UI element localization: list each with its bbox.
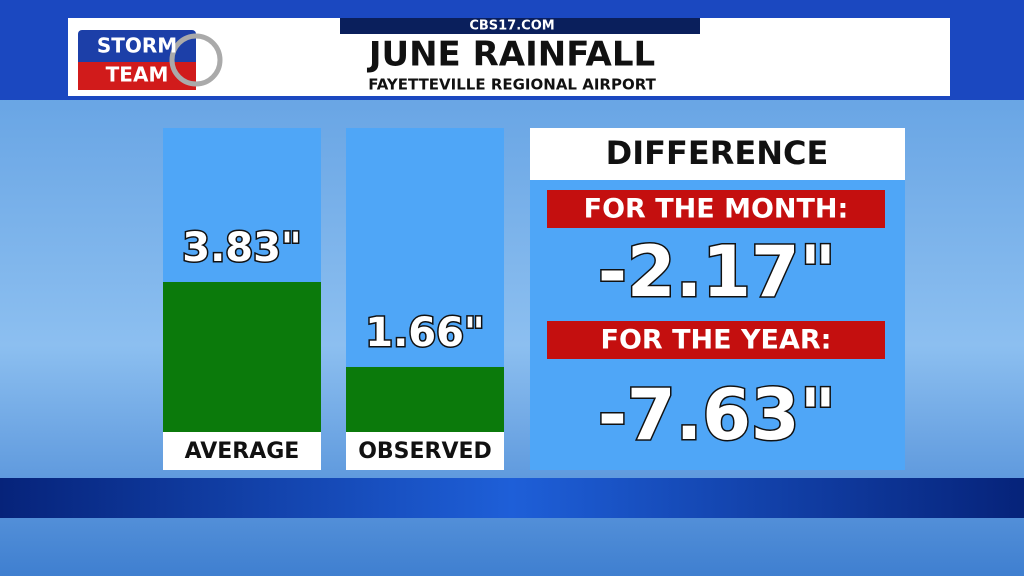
- category-label: OBSERVED: [358, 439, 492, 464]
- logo-line: STORM: [97, 34, 177, 58]
- label-bar: [547, 321, 885, 359]
- label-box: [346, 432, 504, 470]
- difference-label: FOR THE YEAR:: [601, 325, 832, 356]
- difference-value: -7.63": [598, 374, 836, 456]
- difference-panel: [530, 128, 905, 470]
- difference-label: FOR THE MONTH:: [584, 194, 849, 225]
- logo-line: TEAM: [106, 63, 169, 87]
- label-box: [163, 432, 321, 470]
- subtitle: FAYETTEVILLE REGIONAL AIRPORT: [368, 76, 656, 94]
- difference-header: [530, 128, 905, 180]
- difference-title: DIFFERENCE: [606, 134, 829, 172]
- difference-value: -2.17": [598, 231, 836, 313]
- category-label: AVERAGE: [185, 439, 300, 464]
- site-strip: [340, 18, 700, 34]
- site: CBS17.COM: [469, 19, 554, 34]
- bottom-stripe: [0, 478, 1024, 518]
- title: JUNE RAINFALL: [367, 35, 655, 75]
- value-label: 1.66": [365, 310, 485, 356]
- bar: [163, 282, 321, 432]
- logo-ring: [169, 33, 223, 87]
- value-label: 3.83": [182, 225, 302, 271]
- label-bar: [547, 190, 885, 228]
- bar: [346, 366, 504, 432]
